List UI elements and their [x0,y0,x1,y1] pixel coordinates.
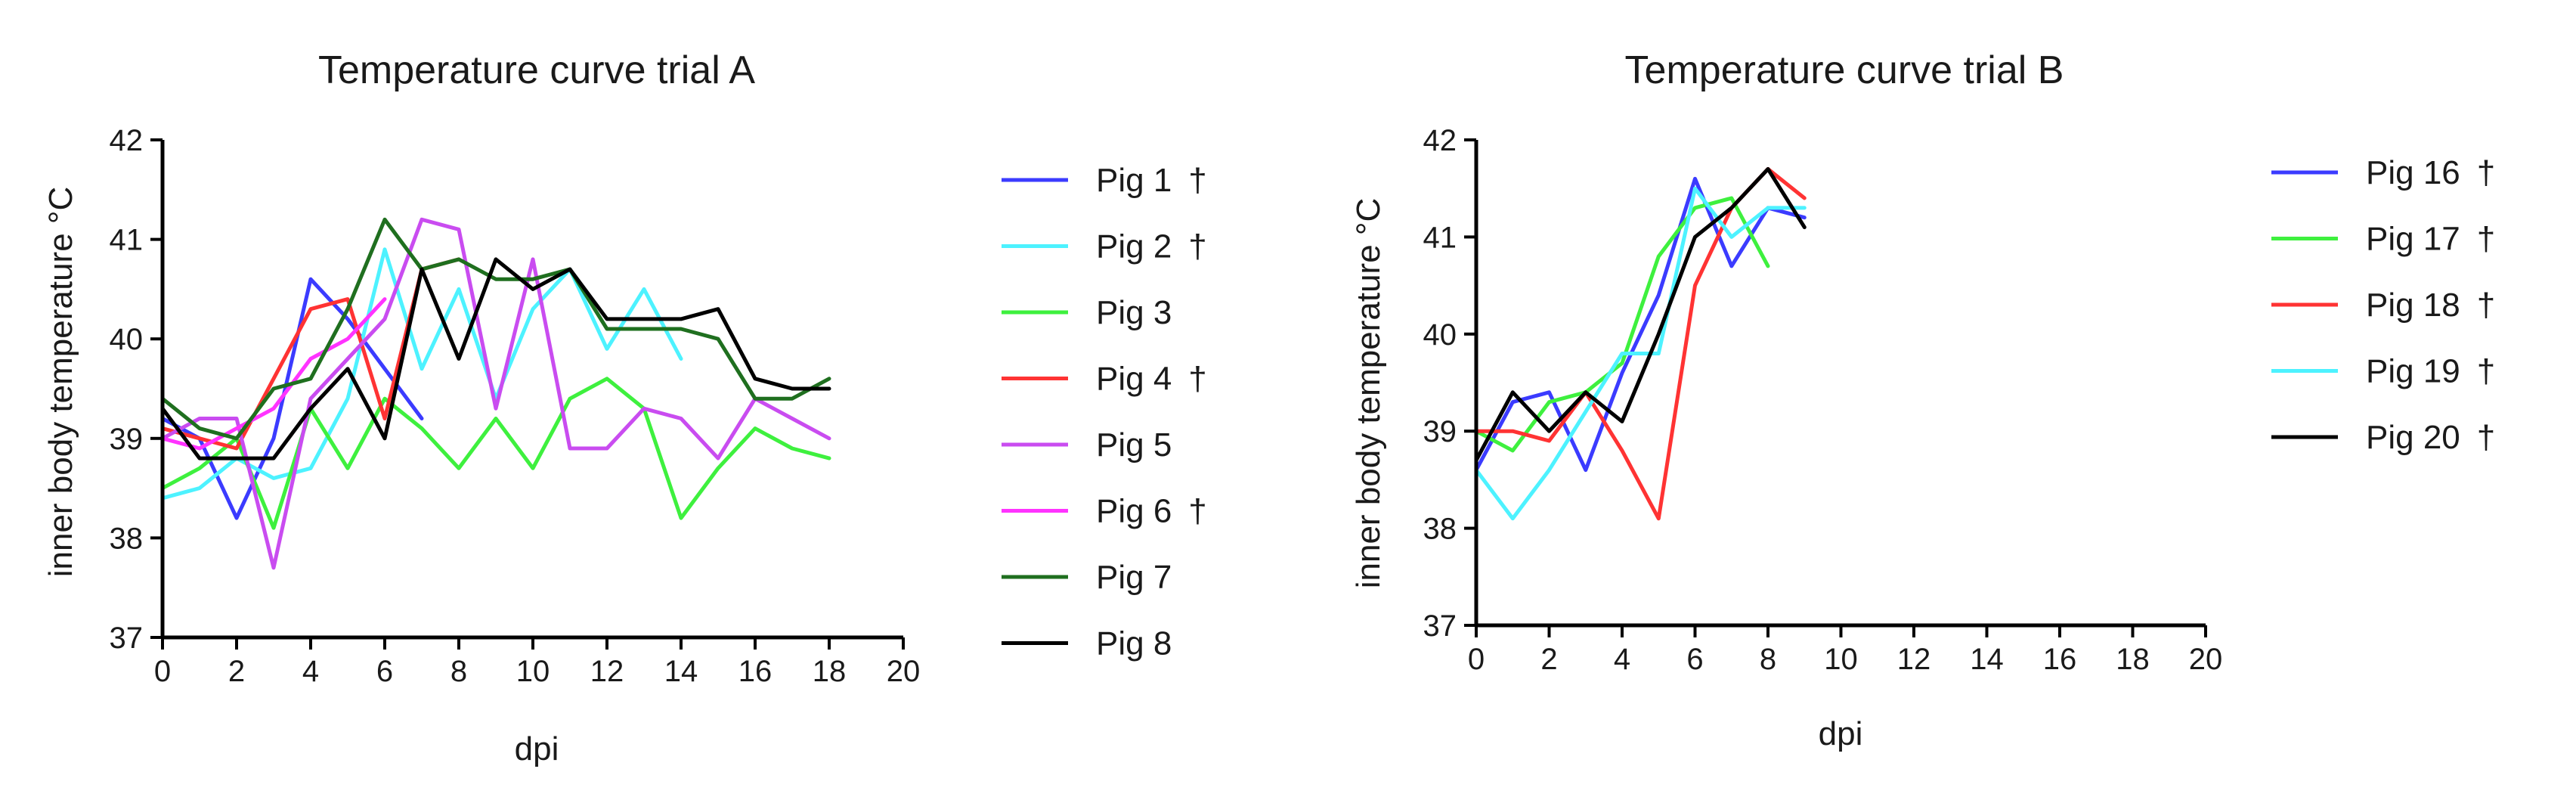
x-tick-label: 16 [738,655,772,688]
chart-trial-a: Temperature curve trial A inner body tem… [42,48,1207,767]
chart-title: Temperature curve trial A [318,48,755,92]
deceased-dagger-marker: † [2477,287,2495,324]
legend: Pig 16 † Pig 17 † Pig 18 † Pig 19 † Pig 20 † [2271,154,2495,456]
deceased-dagger-marker: † [1188,361,1206,398]
series-line-pig-19 [1474,186,1807,521]
series-line-pig-17 [1474,196,1770,453]
series-line-pig-18 [1474,167,1807,521]
axis-ticks: 0 2 4 6 8 10 12 14 16 18 20 37 38 39 40 41 42 [1423,124,2223,676]
x-tick-label: 20 [887,655,921,688]
x-tick-label: 6 [376,655,393,688]
chart-title: Temperature curve trial B [1625,48,2064,92]
x-tick-label: 12 [1897,643,1931,676]
y-tick-label: 41 [1423,221,1457,254]
axis-ticks: 0 2 4 6 8 10 12 14 16 18 20 37 38 39 40 41 42 [110,124,921,688]
legend: Pig 1 † Pig 2 † Pig 3 Pig 4 † Pig 5 Pig 6 † Pig 7 P… [1002,162,1207,662]
x-tick-label: 18 [813,655,847,688]
x-tick-label: 2 [1540,643,1557,676]
y-tick-label: 42 [110,124,144,157]
x-tick-label: 14 [1970,643,2004,676]
x-tick-label: 20 [2189,643,2223,676]
y-tick-label: 39 [1423,415,1457,448]
x-axis-label: dpi [1819,715,1863,752]
series-line-pig-20 [1474,167,1807,463]
x-tick-label: 10 [516,655,550,688]
legend-label: Pig 7 [1096,559,1172,596]
deceased-dagger-marker: † [2477,419,2495,456]
x-tick-label: 14 [664,655,698,688]
x-tick-label: 0 [1468,643,1485,676]
legend-label: Pig 5 [1096,426,1172,464]
chart-trial-b: Temperature curve trial B inner body tem… [1350,48,2495,752]
deceased-dagger-marker: † [1188,493,1206,530]
legend-label: Pig 1 † [1096,162,1207,199]
x-tick-label: 2 [228,655,245,688]
series-line-pig-16 [1474,176,1807,473]
deceased-dagger-marker: † [1188,162,1206,199]
series-line-pig-8 [160,257,831,460]
series-line-pig-5 [160,217,831,570]
deceased-dagger-marker: † [1188,228,1206,265]
y-axis-label: inner body temperature °C [42,187,79,578]
legend-label: Pig 20 † [2366,419,2495,456]
y-tick-label: 37 [1423,609,1457,643]
y-tick-label: 42 [1423,124,1457,157]
x-tick-label: 10 [1824,643,1858,676]
series-line-pig-1 [160,277,424,520]
legend-label: Pig 6 † [1096,493,1207,530]
y-tick-label: 40 [1423,318,1457,352]
series-line-pig-2 [160,247,683,501]
series-line-pig-3 [160,377,831,530]
legend-label: Pig 4 † [1096,361,1207,398]
deceased-dagger-marker: † [2477,154,2495,191]
y-tick-label: 37 [110,622,144,655]
legend-label: Pig 8 [1096,625,1172,662]
legend-label: Pig 16 † [2366,154,2495,191]
legend-label: Pig 17 † [2366,221,2495,258]
plot-lines [1474,167,1807,521]
y-axis-label: inner body temperature °C [1350,198,1387,589]
legend-label: Pig 19 † [2366,353,2495,390]
x-tick-label: 6 [1686,643,1703,676]
y-tick-label: 40 [110,323,144,356]
plot-lines [160,217,831,570]
y-tick-label: 38 [110,522,144,555]
x-tick-label: 4 [1614,643,1630,676]
legend-label: Pig 3 [1096,294,1172,331]
x-tick-label: 16 [2043,643,2077,676]
x-tick-label: 0 [154,655,171,688]
x-tick-label: 8 [450,655,467,688]
deceased-dagger-marker: † [2477,221,2495,258]
y-tick-label: 41 [110,224,144,257]
x-axis-label: dpi [515,730,559,767]
x-tick-label: 8 [1760,643,1776,676]
series-line-pig-6 [160,297,387,451]
deceased-dagger-marker: † [2477,353,2495,390]
x-tick-label: 4 [302,655,319,688]
x-tick-label: 18 [2116,643,2150,676]
y-tick-label: 39 [110,423,144,456]
legend-label: Pig 18 † [2366,287,2495,324]
x-tick-label: 12 [590,655,624,688]
series-line-pig-7 [160,217,831,441]
y-tick-label: 38 [1423,513,1457,546]
legend-label: Pig 2 † [1096,228,1207,265]
